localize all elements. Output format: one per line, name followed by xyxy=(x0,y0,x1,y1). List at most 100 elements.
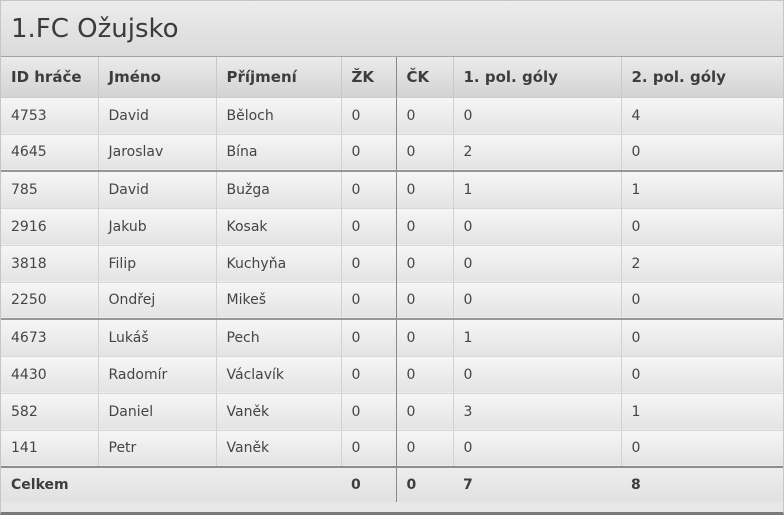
cell-first-half-goals: 0 xyxy=(452,429,621,467)
table-row[interactable]: 785 David Bužga 0 0 1 1 xyxy=(1,170,783,208)
cell-player-id: 4645 xyxy=(1,133,98,171)
cell-red-cards: 0 xyxy=(395,355,453,393)
cell-yellow-cards: 0 xyxy=(340,355,396,393)
cell-yellow-cards: 0 xyxy=(340,318,396,356)
cell-first-half-goals: 1 xyxy=(452,170,621,208)
footer-row: Celkem 0 0 7 8 xyxy=(1,466,783,502)
table-row[interactable]: 4673 Lukáš Pech 0 0 1 0 xyxy=(1,318,783,356)
cell-first-half-goals: 2 xyxy=(452,133,621,171)
cell-first-name: Jakub xyxy=(97,207,216,245)
cell-red-cards: 0 xyxy=(395,392,453,430)
cell-last-name: Pech xyxy=(215,318,341,356)
cell-player-id: 2250 xyxy=(1,281,98,319)
cell-red-cards: 0 xyxy=(395,207,453,245)
table-row[interactable]: 4430 Radomír Václavík 0 0 0 0 xyxy=(1,355,783,393)
cell-second-half-goals: 0 xyxy=(620,133,783,171)
cell-red-cards: 0 xyxy=(395,429,453,467)
cell-yellow-cards: 0 xyxy=(340,133,396,171)
cell-second-half-goals: 1 xyxy=(620,170,783,208)
table-row[interactable]: 141 Petr Vaněk 0 0 0 0 xyxy=(1,429,783,467)
cell-red-cards: 0 xyxy=(395,170,453,208)
cell-last-name: Vaněk xyxy=(215,392,341,430)
player-stats-table: ID hráče Jméno Příjmení ŽK ČK 1. pol. gó… xyxy=(1,57,783,502)
cell-red-cards: 0 xyxy=(395,318,453,356)
cell-red-cards: 0 xyxy=(395,281,453,319)
table-header: ID hráče Jméno Příjmení ŽK ČK 1. pol. gó… xyxy=(1,57,783,98)
cell-first-half-goals: 0 xyxy=(452,97,621,134)
column-header-last-name[interactable]: Příjmení xyxy=(215,57,341,98)
cell-yellow-cards: 0 xyxy=(340,244,396,282)
cell-first-name: Filip xyxy=(97,244,216,282)
column-header-first-name[interactable]: Jméno xyxy=(97,57,216,98)
cell-first-name: Jaroslav xyxy=(97,133,216,171)
table-body: 4753 David Běloch 0 0 0 4 4645 Jaroslav … xyxy=(1,97,783,467)
table-row[interactable]: 3818 Filip Kuchyňa 0 0 0 2 xyxy=(1,244,783,282)
footer-total-second-half-goals: 8 xyxy=(621,466,783,502)
footer-label: Celkem xyxy=(1,466,98,502)
cell-player-id: 582 xyxy=(1,392,98,430)
table-row[interactable]: 4645 Jaroslav Bína 0 0 2 0 xyxy=(1,133,783,171)
cell-second-half-goals: 4 xyxy=(620,97,783,134)
footer-cell-first-name xyxy=(98,466,216,502)
cell-yellow-cards: 0 xyxy=(340,429,396,467)
cell-first-half-goals: 3 xyxy=(452,392,621,430)
table-row[interactable]: 582 Daniel Vaněk 0 0 3 1 xyxy=(1,392,783,430)
cell-last-name: Běloch xyxy=(215,97,341,134)
cell-last-name: Mikeš xyxy=(215,281,341,319)
header-row: ID hráče Jméno Příjmení ŽK ČK 1. pol. gó… xyxy=(1,57,783,98)
cell-second-half-goals: 2 xyxy=(620,244,783,282)
table-row[interactable]: 2916 Jakub Kosak 0 0 0 0 xyxy=(1,207,783,245)
cell-last-name: Václavík xyxy=(215,355,341,393)
cell-player-id: 141 xyxy=(1,429,98,467)
cell-second-half-goals: 0 xyxy=(620,281,783,319)
cell-player-id: 3818 xyxy=(1,244,98,282)
cell-last-name: Kuchyňa xyxy=(215,244,341,282)
cell-second-half-goals: 0 xyxy=(620,207,783,245)
cell-first-name: Ondřej xyxy=(97,281,216,319)
grid-title: 1.FC Ožujsko xyxy=(1,1,783,57)
cell-first-name: David xyxy=(97,97,216,134)
cell-first-half-goals: 0 xyxy=(452,244,621,282)
cell-first-half-goals: 0 xyxy=(452,281,621,319)
cell-second-half-goals: 0 xyxy=(620,429,783,467)
cell-last-name: Kosak xyxy=(215,207,341,245)
cell-first-name: Petr xyxy=(97,429,216,467)
cell-first-half-goals: 0 xyxy=(452,207,621,245)
column-header-player-id[interactable]: ID hráče xyxy=(1,57,98,98)
cell-player-id: 4430 xyxy=(1,355,98,393)
cell-red-cards: 0 xyxy=(395,244,453,282)
cell-first-name: Radomír xyxy=(97,355,216,393)
cell-first-name: Lukáš xyxy=(97,318,216,356)
column-header-yellow-cards[interactable]: ŽK xyxy=(340,57,396,98)
cell-last-name: Bužga xyxy=(215,170,341,208)
cell-second-half-goals: 0 xyxy=(620,355,783,393)
cell-first-name: David xyxy=(97,170,216,208)
cell-player-id: 2916 xyxy=(1,207,98,245)
column-header-first-half-goals[interactable]: 1. pol. góly xyxy=(452,57,621,98)
table-row[interactable]: 2250 Ondřej Mikeš 0 0 0 0 xyxy=(1,281,783,319)
column-header-second-half-goals[interactable]: 2. pol. góly xyxy=(620,57,783,98)
footer-total-yellow-cards: 0 xyxy=(341,466,396,502)
cell-red-cards: 0 xyxy=(395,97,453,134)
cell-yellow-cards: 0 xyxy=(340,392,396,430)
cell-second-half-goals: 0 xyxy=(620,318,783,356)
cell-player-id: 785 xyxy=(1,170,98,208)
cell-yellow-cards: 0 xyxy=(340,97,396,134)
cell-first-half-goals: 0 xyxy=(452,355,621,393)
cell-yellow-cards: 0 xyxy=(340,207,396,245)
footer-total-red-cards: 0 xyxy=(395,466,453,502)
table-footer: Celkem 0 0 7 8 xyxy=(1,466,783,502)
cell-yellow-cards: 0 xyxy=(340,281,396,319)
cell-player-id: 4673 xyxy=(1,318,98,356)
column-header-red-cards[interactable]: ČK xyxy=(395,57,453,98)
cell-player-id: 4753 xyxy=(1,97,98,134)
footer-cell-last-name xyxy=(216,466,341,502)
cell-red-cards: 0 xyxy=(395,133,453,171)
footer-total-first-half-goals: 7 xyxy=(453,466,621,502)
cell-last-name: Bína xyxy=(215,133,341,171)
cell-first-half-goals: 1 xyxy=(452,318,621,356)
table-row[interactable]: 4753 David Běloch 0 0 0 4 xyxy=(1,97,783,134)
cell-first-name: Daniel xyxy=(97,392,216,430)
cell-second-half-goals: 1 xyxy=(620,392,783,430)
cell-yellow-cards: 0 xyxy=(340,170,396,208)
